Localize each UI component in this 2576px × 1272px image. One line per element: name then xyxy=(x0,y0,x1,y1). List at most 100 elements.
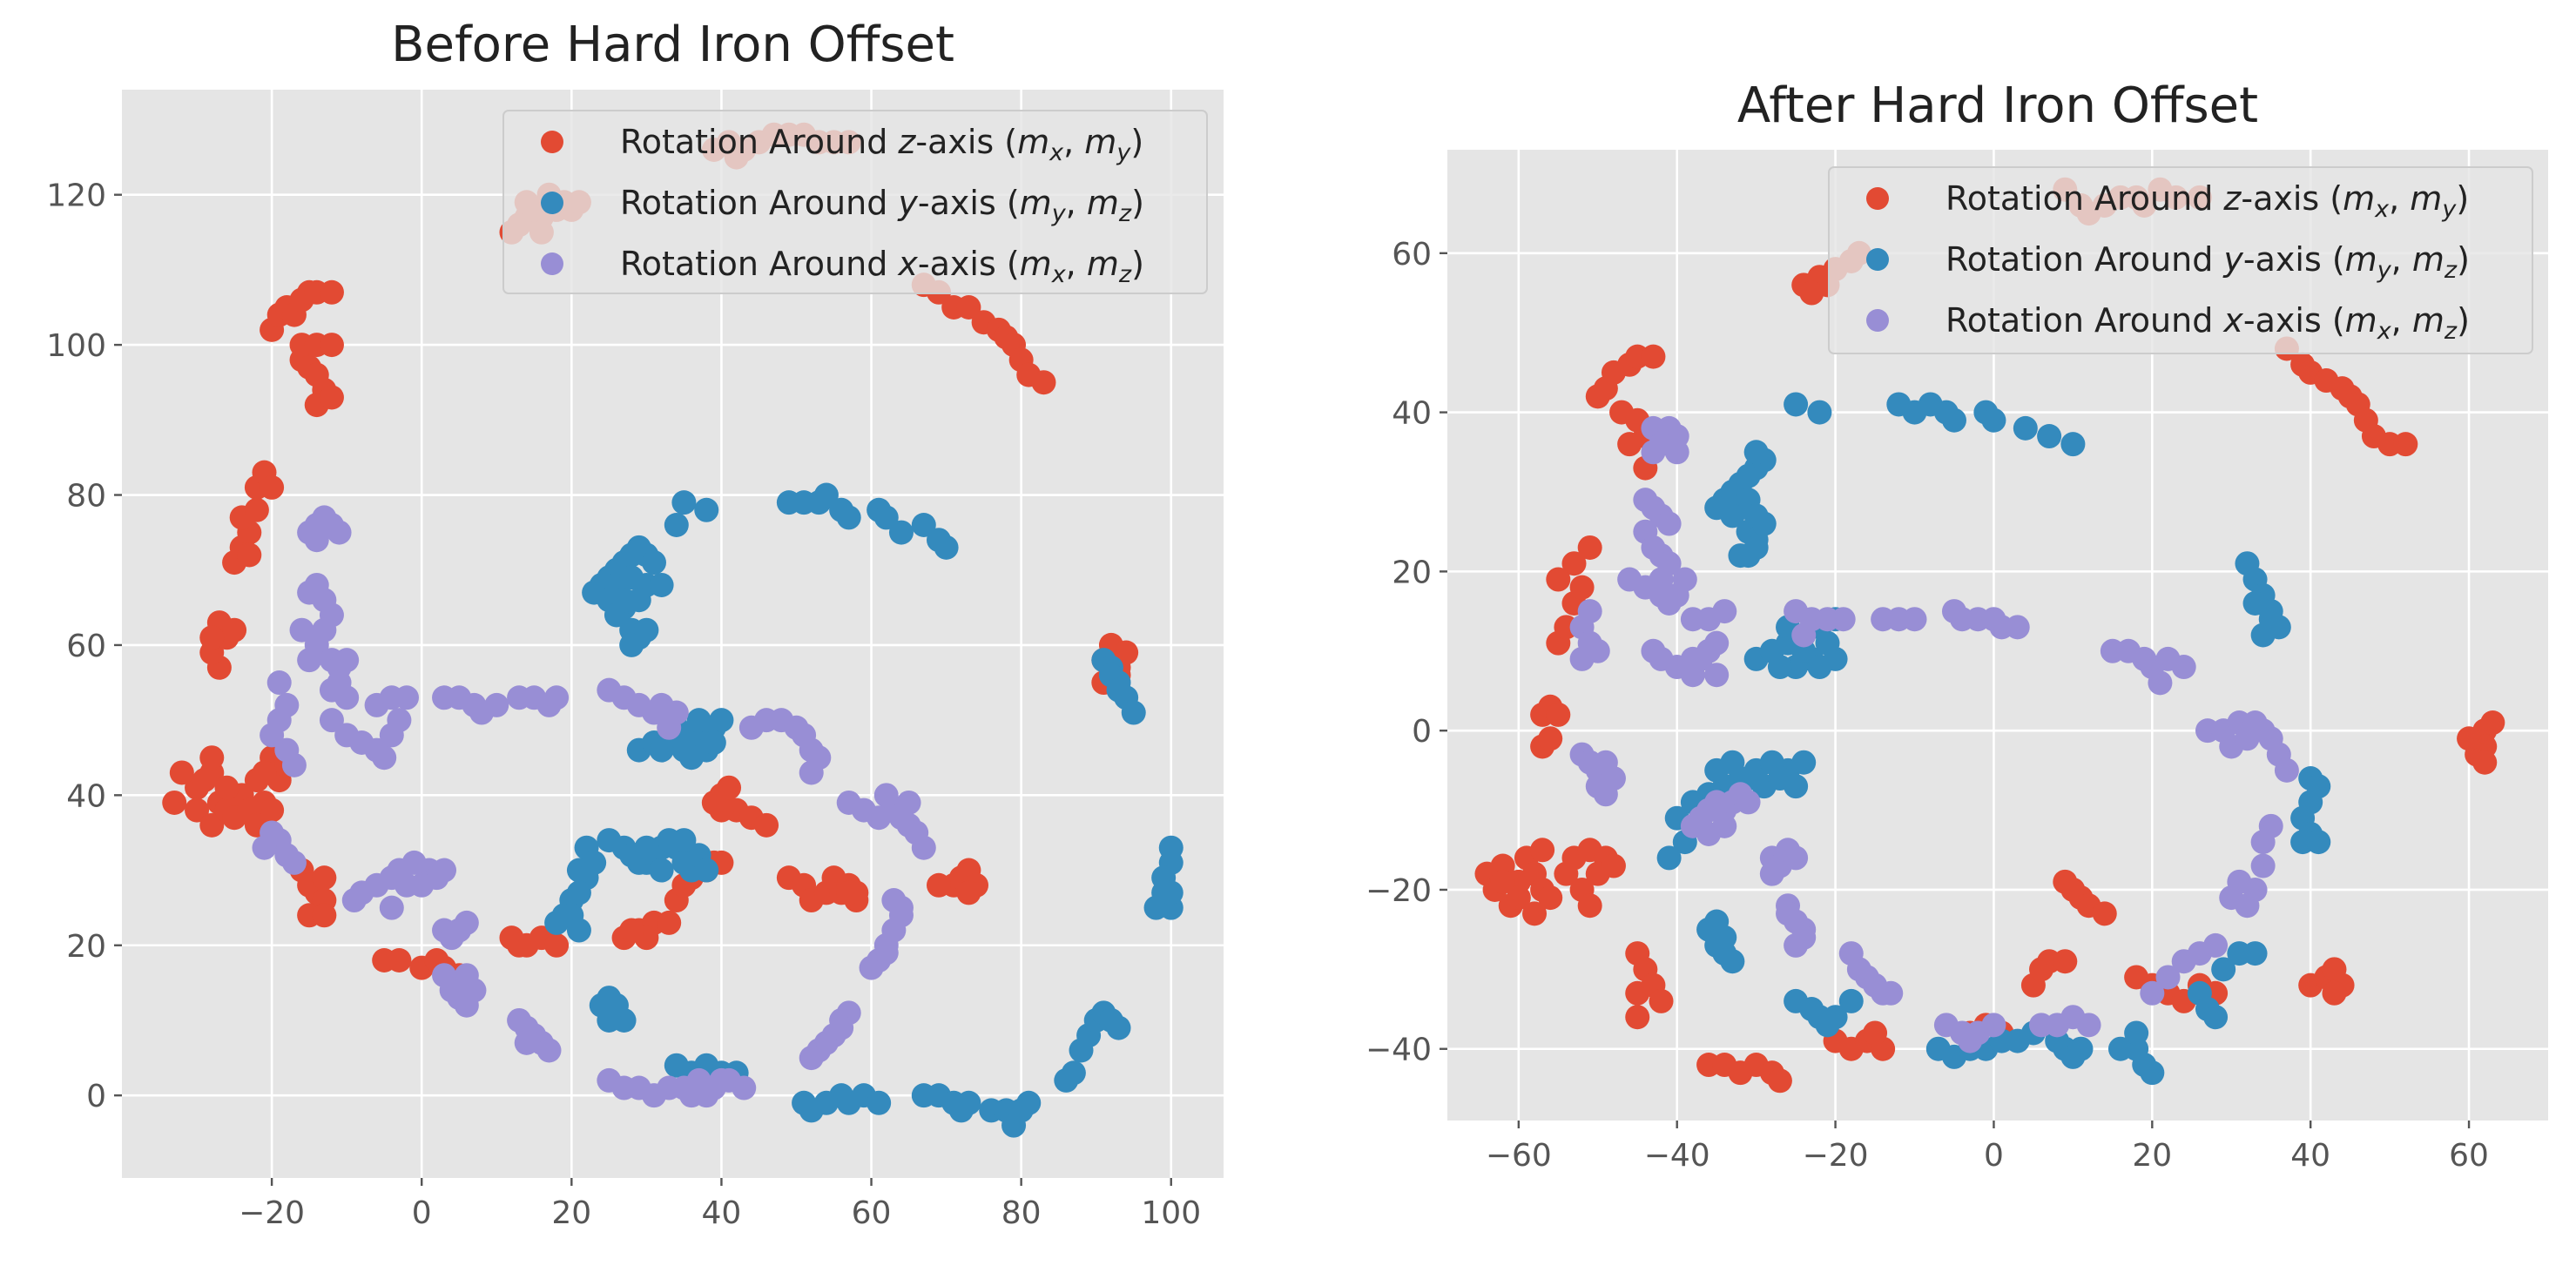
data-point xyxy=(754,812,779,838)
chart-title: Before Hard Iron Offset xyxy=(391,17,954,73)
data-point xyxy=(297,648,322,673)
data-point xyxy=(1625,1005,1650,1030)
data-point xyxy=(2219,885,2244,911)
data-point xyxy=(626,588,651,613)
data-point xyxy=(671,490,697,515)
data-point xyxy=(1784,845,1809,871)
data-point xyxy=(2140,1060,2165,1086)
data-point xyxy=(1680,663,1705,688)
data-point xyxy=(911,835,936,860)
data-point xyxy=(1776,901,1801,926)
chart-title: After Hard Iron Offset xyxy=(1737,77,2258,134)
data-point xyxy=(1530,838,1555,863)
x-tick-label: 20 xyxy=(2132,1138,2172,1174)
data-point xyxy=(2060,432,2086,457)
data-point xyxy=(260,474,285,500)
data-point xyxy=(2242,941,2268,966)
data-point xyxy=(372,948,397,973)
data-point xyxy=(1712,599,1737,624)
data-point xyxy=(162,790,187,815)
x-tick-label: 20 xyxy=(551,1195,591,1231)
data-point xyxy=(582,850,607,875)
data-point xyxy=(536,1038,562,1063)
data-point xyxy=(2005,615,2030,640)
data-point xyxy=(192,768,217,793)
data-point xyxy=(319,279,344,305)
data-point xyxy=(1823,1005,1848,1030)
y-tick-label: 40 xyxy=(1392,396,1432,432)
data-point xyxy=(1743,535,1769,560)
data-point xyxy=(888,520,914,545)
data-point xyxy=(237,542,262,568)
legend-marker xyxy=(1866,248,1889,271)
data-point xyxy=(1941,407,1966,433)
data-point xyxy=(2211,957,2236,982)
y-tick-label: 60 xyxy=(66,629,106,664)
data-point xyxy=(1585,638,1610,663)
data-point xyxy=(1902,607,1927,632)
data-point xyxy=(2250,623,2276,648)
data-point xyxy=(1617,567,1642,592)
series-x-axis xyxy=(252,505,936,1108)
data-point xyxy=(1577,893,1602,919)
data-point xyxy=(1106,677,1131,703)
data-point xyxy=(649,572,674,597)
data-point xyxy=(454,963,479,988)
scatter-points xyxy=(1474,177,2505,1094)
data-point xyxy=(2053,949,2078,974)
data-point xyxy=(1704,630,1730,656)
data-point xyxy=(2306,830,2331,855)
data-point xyxy=(1823,646,1848,671)
data-point xyxy=(2393,432,2418,457)
x-tick-label: 40 xyxy=(702,1195,742,1231)
data-point xyxy=(1617,432,1642,457)
data-point xyxy=(1031,370,1056,395)
data-point xyxy=(2457,726,2482,751)
data-point xyxy=(2155,965,2181,990)
y-tick-label: 20 xyxy=(66,929,106,965)
data-point xyxy=(1743,440,1769,465)
data-point xyxy=(859,955,884,980)
data-point xyxy=(260,723,285,748)
data-point xyxy=(956,880,981,905)
data-point xyxy=(671,828,697,853)
data-point xyxy=(1878,980,1904,1006)
data-point xyxy=(1158,880,1183,905)
legend-box xyxy=(502,110,1208,294)
data-point xyxy=(686,708,711,733)
data-point xyxy=(867,1090,892,1115)
data-point xyxy=(679,1083,705,1108)
data-point xyxy=(2076,1013,2101,1038)
data-point xyxy=(319,385,344,410)
data-point xyxy=(2322,980,2347,1006)
legend-label: Rotation Around x-axis (mx, mz) xyxy=(620,245,1144,288)
data-point xyxy=(2258,813,2283,838)
data-point xyxy=(1807,400,1832,425)
data-point xyxy=(799,760,824,785)
data-point xyxy=(312,903,337,928)
data-point xyxy=(1561,551,1587,576)
data-point xyxy=(873,505,899,530)
data-point xyxy=(1601,853,1626,878)
data-point xyxy=(1016,1090,1042,1115)
x-tick-label: −20 xyxy=(1803,1138,1869,1174)
data-point xyxy=(281,850,307,875)
data-point xyxy=(304,528,329,553)
data-point xyxy=(1641,440,1666,465)
y-tick-label: 60 xyxy=(1392,237,1432,273)
data-point xyxy=(544,685,570,710)
y-tick-label: 100 xyxy=(46,328,106,364)
y-tick-label: 40 xyxy=(66,778,106,814)
chart-before-hard-iron-offset: −20 0 20 40 60 80 100 0 20 40 60 80 100 120 Before Har… xyxy=(46,17,1224,1231)
data-point xyxy=(244,497,269,522)
y-tick-label: −40 xyxy=(1366,1033,1432,1068)
chart-after-hard-iron-offset: −60 −40 −20 0 20 40 60 −40 −20 0 20 40 60 After Hard … xyxy=(1366,77,2548,1174)
data-point xyxy=(1838,988,1864,1013)
data-point xyxy=(1704,663,1730,688)
data-point xyxy=(1736,790,1761,815)
data-point xyxy=(2013,415,2038,441)
data-point xyxy=(2235,726,2260,751)
data-point xyxy=(1799,280,1824,306)
data-point xyxy=(1712,813,1737,838)
data-point xyxy=(1831,607,1856,632)
